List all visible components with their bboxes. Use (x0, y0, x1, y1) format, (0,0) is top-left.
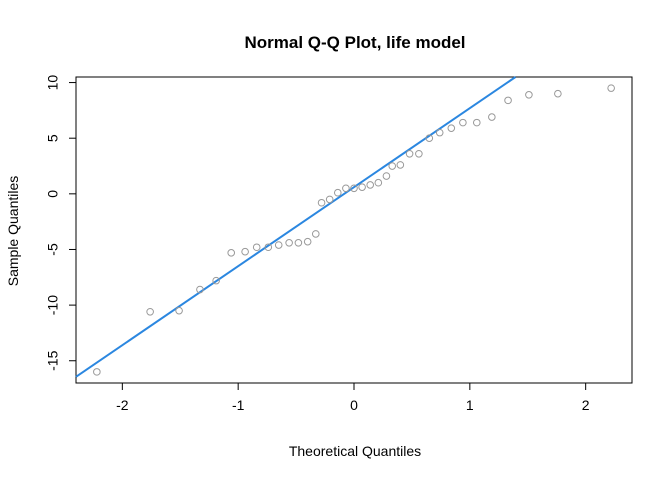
data-point (504, 96, 512, 105)
data-point (317, 198, 326, 207)
data-point (435, 128, 444, 137)
data-point (382, 172, 391, 180)
data-point (459, 118, 467, 127)
data-point (285, 238, 293, 247)
data-point (303, 237, 312, 246)
y-axis: -15 -10 -5 0 5 10 (45, 75, 77, 371)
y-tick-label: 10 (45, 75, 61, 91)
data-point (525, 91, 533, 99)
data-point (274, 241, 283, 249)
x-axis-label: Theoretical Quantiles (289, 443, 421, 459)
reference-line (75, 76, 517, 378)
y-tick-label: -10 (45, 295, 61, 315)
data-point (447, 124, 456, 132)
y-tick-label: -5 (45, 243, 61, 256)
data-point (488, 113, 496, 121)
data-point (366, 181, 375, 189)
data-point (196, 285, 204, 294)
data-point (554, 89, 562, 98)
data-point (405, 149, 414, 158)
data-point (264, 243, 273, 252)
data-points (93, 84, 615, 376)
data-point (146, 307, 154, 316)
data-point (415, 149, 423, 158)
y-tick-label: 0 (45, 190, 61, 198)
x-tick-label: 2 (582, 397, 590, 413)
data-point (241, 247, 249, 256)
y-tick-label: -15 (45, 350, 61, 370)
data-point (311, 230, 320, 238)
data-point (388, 162, 397, 170)
data-point (252, 243, 261, 252)
y-tick-label: 5 (45, 134, 61, 142)
data-point (374, 178, 383, 187)
x-tick-label: -2 (116, 397, 129, 413)
data-point (175, 306, 183, 315)
data-point (396, 161, 405, 169)
data-point (212, 276, 220, 285)
x-axis: -2 -1 0 1 2 (116, 382, 590, 413)
chart-title: Normal Q-Q Plot, life model (244, 33, 465, 52)
x-tick-label: -1 (232, 397, 245, 413)
data-point (350, 184, 358, 193)
data-point (358, 183, 366, 191)
data-point (93, 368, 101, 376)
data-point (227, 249, 236, 257)
data-point (333, 188, 342, 197)
x-tick-label: 1 (466, 397, 474, 413)
x-tick-label: 0 (350, 397, 358, 413)
data-point (425, 134, 434, 142)
data-point (472, 118, 481, 127)
plot-area (75, 76, 633, 384)
data-point (325, 195, 334, 204)
y-axis-label: Sample Quantiles (5, 176, 21, 287)
data-point (607, 84, 615, 92)
data-point (342, 184, 350, 193)
data-point (294, 238, 303, 247)
plot-frame (75, 76, 633, 384)
